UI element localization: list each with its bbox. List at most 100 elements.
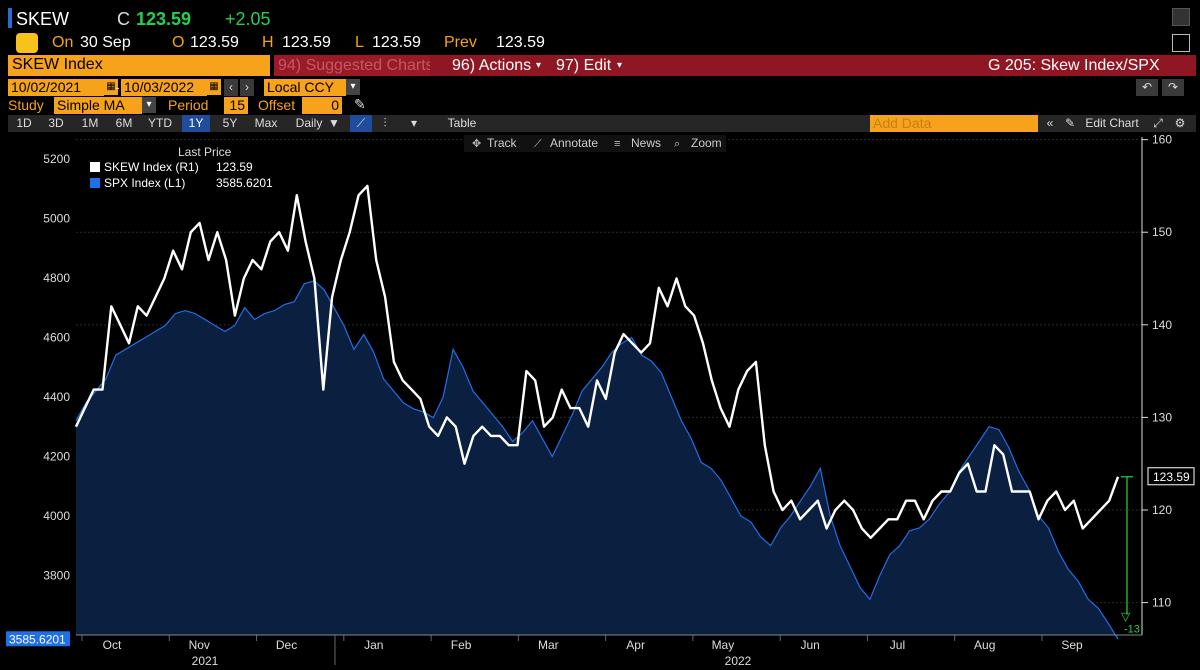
- offset-label: Offset: [258, 97, 296, 113]
- range-1d[interactable]: 1D: [16, 116, 32, 130]
- title-text: SKEW Index: [12, 56, 103, 73]
- prev-label: Prev: [444, 34, 477, 51]
- range-max[interactable]: Max: [254, 116, 278, 130]
- legend-skew-name: SKEW Index (R1): [104, 160, 199, 174]
- legend-skew-swatch: [90, 162, 100, 172]
- expand-icon[interactable]: [1172, 34, 1190, 52]
- actions-chevron-icon[interactable]: ▾: [536, 60, 542, 71]
- frequency-select[interactable]: Daily: [295, 116, 323, 130]
- left-tick-label: 4200: [43, 449, 70, 463]
- title-tab[interactable]: [8, 55, 270, 76]
- suggested-charts-tab[interactable]: 94) Suggested Charts: [274, 55, 436, 76]
- line-chart-icon[interactable]: ⟋: [350, 115, 372, 132]
- popout-icon[interactable]: ⤢: [1153, 116, 1163, 130]
- high-label: H: [262, 34, 274, 51]
- x-tick-label: Dec: [276, 638, 297, 652]
- edit-chevron-icon[interactable]: ▾: [617, 60, 623, 71]
- offset-input[interactable]: 0: [302, 97, 342, 114]
- news-icon[interactable]: ≡: [614, 138, 620, 150]
- x-tick-label: Apr: [626, 638, 645, 652]
- currency-chevron-icon[interactable]: ▾: [346, 79, 360, 95]
- start-date-field[interactable]: 10/02/2021: [8, 79, 104, 96]
- actions-menu[interactable]: 96) Actions: [452, 57, 532, 74]
- redo-button[interactable]: ↷: [1162, 79, 1184, 96]
- table-button[interactable]: Table: [447, 116, 477, 130]
- edit-chart-button[interactable]: Edit Chart: [1085, 116, 1139, 130]
- x-tick-label: Mar: [538, 638, 559, 652]
- x-tick-label: May: [712, 638, 735, 652]
- study-chevron-icon[interactable]: ▾: [142, 97, 156, 113]
- range-1y[interactable]: 1Y: [182, 115, 210, 132]
- left-tick-label: 5000: [43, 211, 70, 225]
- edit-chart-pencil-icon[interactable]: ✎: [1064, 116, 1076, 130]
- change-arrow-icon: ▽: [1121, 610, 1131, 624]
- edit-menu[interactable]: 97) Edit: [556, 57, 612, 74]
- ticker-marker: [8, 8, 12, 28]
- legend-spx-swatch: [90, 178, 100, 188]
- ticker-symbol[interactable]: SKEW: [16, 9, 70, 29]
- end-date-field[interactable]: 10/03/2022: [121, 79, 207, 96]
- currency-select[interactable]: Local CCY: [264, 79, 346, 96]
- legend-skew-value: 123.59: [216, 160, 253, 174]
- left-tick-label: 5200: [43, 152, 70, 166]
- end-calendar-icon[interactable]: ▦: [207, 79, 221, 95]
- x-tick-label: Jul: [890, 638, 905, 652]
- right-tick-label: 110: [1152, 596, 1171, 610]
- study-select[interactable]: Simple MA: [54, 97, 142, 114]
- chart-tools-bg: [464, 135, 726, 152]
- annotate-tool[interactable]: Annotate: [550, 136, 598, 150]
- left-axis: 3800 4000 4200 4400 4600 4800 5000 5200: [43, 152, 70, 583]
- open-value: 123.59: [190, 34, 239, 51]
- x-tick-label: Nov: [189, 638, 210, 652]
- change-value: +2.05: [225, 9, 271, 29]
- spx-line: [75, 280, 1119, 640]
- zoom-tool[interactable]: Zoom: [691, 136, 722, 150]
- x-tick-label: Feb: [451, 638, 472, 652]
- frequency-chevron-icon[interactable]: ▼: [328, 116, 340, 130]
- range-1m[interactable]: 1M: [81, 116, 99, 130]
- right-last-price-tag: [1147, 467, 1195, 486]
- left-tick-label: 4400: [43, 390, 70, 404]
- x-tick-label: Jun: [801, 638, 820, 652]
- close-label: C: [117, 9, 130, 29]
- annotate-icon[interactable]: ⟋: [534, 138, 542, 150]
- x-tick-label: Jan: [364, 638, 383, 652]
- right-tick-label: 160: [1152, 135, 1172, 147]
- undo-button[interactable]: ↶: [1136, 79, 1158, 96]
- prev-period-button[interactable]: ‹: [224, 79, 238, 96]
- legend-box[interactable]: [84, 143, 280, 191]
- pencil-icon[interactable]: ✎: [354, 96, 366, 112]
- range-6m[interactable]: 6M: [115, 116, 133, 130]
- date-separator: -: [115, 79, 120, 95]
- collapse-icon[interactable]: «: [1046, 116, 1054, 130]
- settings-icon[interactable]: ⚙: [1174, 116, 1186, 130]
- screen-icon[interactable]: [1172, 8, 1190, 26]
- x-axis: Oct Nov Dec Jan Feb Mar Apr May Jun Jul Aug Sep 2021…: [81, 635, 1083, 668]
- spx-area: [76, 280, 1118, 640]
- chart-type-chevron-icon[interactable]: ▾: [410, 116, 418, 130]
- period-input[interactable]: 15: [224, 97, 248, 114]
- range-5y[interactable]: 5Y: [222, 116, 238, 130]
- open-label: O: [172, 34, 185, 51]
- right-tick-label: 140: [1152, 318, 1172, 332]
- study-label: Study: [8, 97, 44, 113]
- prev-value: 123.59: [496, 34, 545, 51]
- next-period-button[interactable]: ›: [240, 79, 254, 96]
- range-ytd[interactable]: YTD: [148, 116, 172, 130]
- zoom-icon[interactable]: ⌕: [674, 138, 680, 150]
- track-tool[interactable]: Track: [487, 136, 518, 150]
- bar-chart-icon[interactable]: ⫶: [383, 116, 387, 130]
- add-data-input[interactable]: Add Data: [870, 115, 1038, 132]
- left-tick-label: 4600: [43, 330, 70, 344]
- quote-date: 30 Sep: [80, 34, 131, 51]
- range-3d[interactable]: 3D: [48, 116, 64, 130]
- right-tick-label: 150: [1152, 225, 1172, 239]
- start-calendar-icon[interactable]: ▦: [104, 79, 118, 95]
- high-value: 123.59: [282, 34, 331, 51]
- left-tick-label: 3800: [43, 568, 70, 582]
- news-tool[interactable]: News: [631, 136, 661, 150]
- track-icon[interactable]: ✥: [472, 138, 481, 150]
- low-label: L: [355, 34, 364, 51]
- x-tick-label: Sep: [1061, 638, 1083, 652]
